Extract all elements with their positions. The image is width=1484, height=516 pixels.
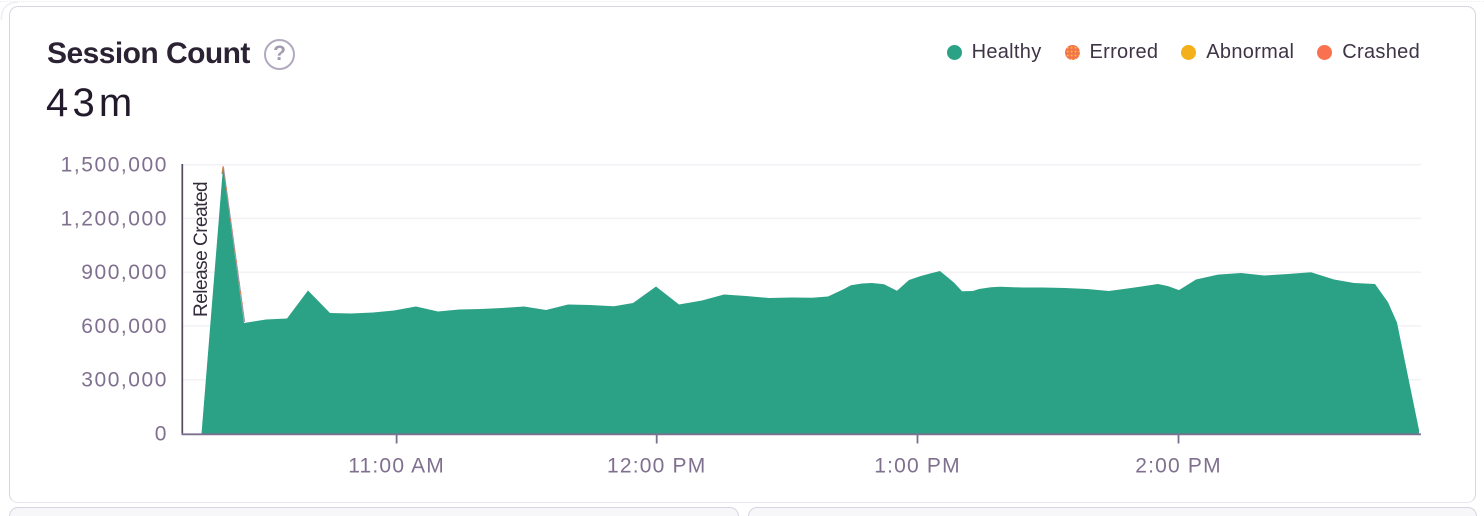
svg-text:Release Created: Release Created bbox=[191, 182, 212, 317]
svg-text:300,000: 300,000 bbox=[81, 369, 168, 392]
svg-text:1,200,000: 1,200,000 bbox=[61, 207, 168, 230]
svg-text:0: 0 bbox=[155, 423, 168, 446]
svg-text:1,500,000: 1,500,000 bbox=[61, 154, 168, 177]
svg-text:600,000: 600,000 bbox=[81, 315, 168, 338]
svg-text:900,000: 900,000 bbox=[81, 261, 168, 284]
svg-text:2:00 PM: 2:00 PM bbox=[1135, 455, 1222, 478]
svg-text:11:00 AM: 11:00 AM bbox=[348, 455, 445, 478]
svg-text:12:00 PM: 12:00 PM bbox=[607, 455, 707, 478]
svg-text:1:00 PM: 1:00 PM bbox=[874, 455, 961, 478]
